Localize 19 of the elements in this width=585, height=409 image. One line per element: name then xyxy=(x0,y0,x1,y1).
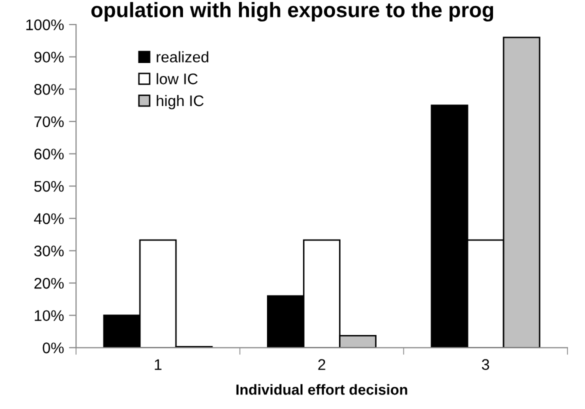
x-tick-label: 2 xyxy=(318,359,326,370)
y-tick-label: 80% xyxy=(34,84,64,95)
y-tick-label: 20% xyxy=(34,278,64,289)
legend-label: realized xyxy=(156,51,208,62)
y-tick-label: 70% xyxy=(34,116,64,128)
y-tick-label: 60% xyxy=(34,148,64,160)
x-tick-label: 1 xyxy=(154,359,162,370)
y-tick-label: 10% xyxy=(34,310,64,322)
legend-label: low IC xyxy=(156,73,198,84)
y-tick-label: 40% xyxy=(34,213,64,224)
y-tick-label: 0% xyxy=(42,342,64,354)
y-tick-label: 30% xyxy=(34,246,64,256)
legend-label: high IC xyxy=(156,94,204,110)
y-tick-label: 90% xyxy=(34,52,64,63)
x-axis-title: Individual effort decision xyxy=(236,384,408,395)
chart-title: opulation with high exposure to the prog xyxy=(91,2,494,22)
x-tick-label: 3 xyxy=(482,359,490,370)
y-tick-label: 100% xyxy=(26,19,64,30)
y-tick-label: 50% xyxy=(34,180,64,192)
